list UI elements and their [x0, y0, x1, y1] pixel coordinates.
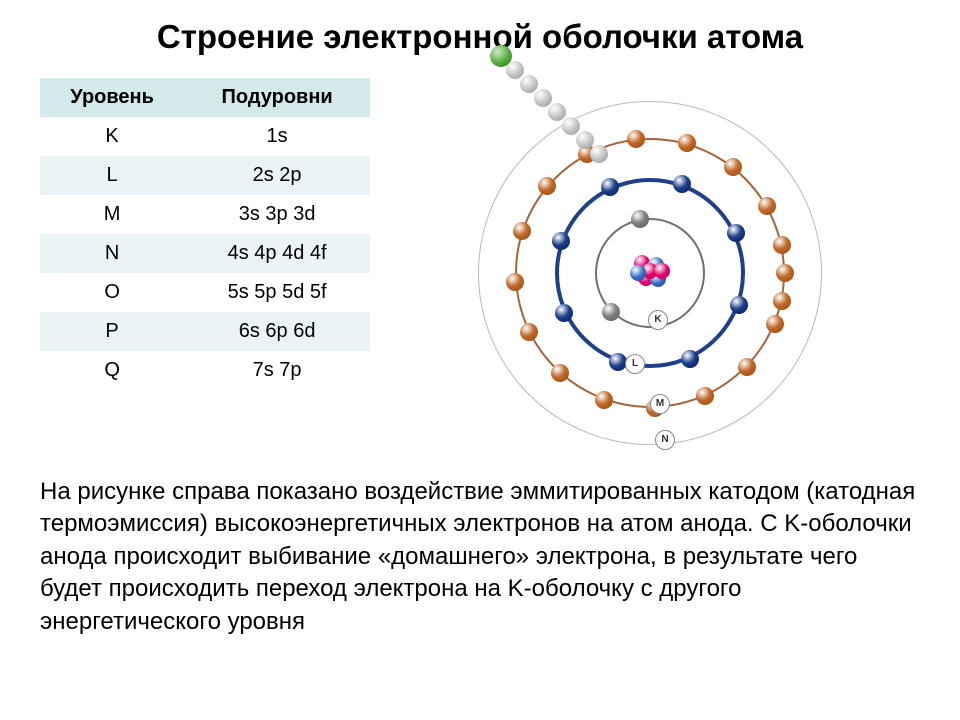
cell-sublevel: 3s 3p 3d [184, 195, 370, 234]
shell-label-K: K [648, 310, 668, 330]
cell-sublevel: 2s 2p [184, 156, 370, 195]
electron [727, 224, 745, 242]
electron [776, 264, 794, 282]
table-row: Q7s 7p [40, 351, 370, 390]
shell-label-L: L [625, 354, 645, 374]
table-row: K1s [40, 117, 370, 156]
electron [758, 197, 776, 215]
cell-sublevel: 5s 5p 5d 5f [184, 273, 370, 312]
cell-level: K [40, 117, 184, 156]
cell-sublevel: 1s [184, 117, 370, 156]
electron [552, 232, 570, 250]
nucleon [630, 265, 646, 281]
shell-label-M: M [650, 394, 670, 414]
beam-particle [548, 103, 566, 121]
electron [773, 236, 791, 254]
nucleon [654, 263, 670, 279]
th-sublevels: Подуровни [184, 78, 370, 117]
cell-sublevel: 7s 7p [184, 351, 370, 390]
cell-level: O [40, 273, 184, 312]
cell-level: N [40, 234, 184, 273]
table-row: N4s 4p 4d 4f [40, 234, 370, 273]
th-level: Уровень [40, 78, 184, 117]
page-title: Строение электронной оболочки атома [40, 18, 920, 56]
table-row: P6s 6p 6d [40, 312, 370, 351]
beam-particle [562, 117, 580, 135]
electron [595, 391, 613, 409]
cell-level: P [40, 312, 184, 351]
levels-table: Уровень Подуровни K1sL2s 2pM3s 3p 3dN4s … [40, 78, 370, 390]
table-row: M3s 3p 3d [40, 195, 370, 234]
electron [538, 177, 556, 195]
table-row: O5s 5p 5d 5f [40, 273, 370, 312]
atom-diagram: K LMN [400, 78, 840, 448]
cell-sublevel: 4s 4p 4d 4f [184, 234, 370, 273]
beam-particle [534, 89, 552, 107]
electron [766, 315, 784, 333]
cell-level: Q [40, 351, 184, 390]
electron [738, 358, 756, 376]
cell-level: M [40, 195, 184, 234]
beam-particle [590, 145, 608, 163]
beam-particle [576, 131, 594, 149]
electron [513, 222, 531, 240]
electron [627, 130, 645, 148]
electron [601, 178, 619, 196]
electron [551, 364, 569, 382]
electron [555, 304, 573, 322]
beam-particle [520, 75, 538, 93]
electron [773, 292, 791, 310]
beam-particle [506, 61, 524, 79]
description-text: На рисунке справа показано воздействие э… [40, 476, 920, 638]
table-row: L2s 2p [40, 156, 370, 195]
shell-label-N: N [655, 430, 675, 450]
cell-level: L [40, 156, 184, 195]
cell-sublevel: 6s 6p 6d [184, 312, 370, 351]
electron [602, 303, 620, 321]
electron [609, 353, 627, 371]
electron [520, 323, 538, 341]
electron [724, 158, 742, 176]
